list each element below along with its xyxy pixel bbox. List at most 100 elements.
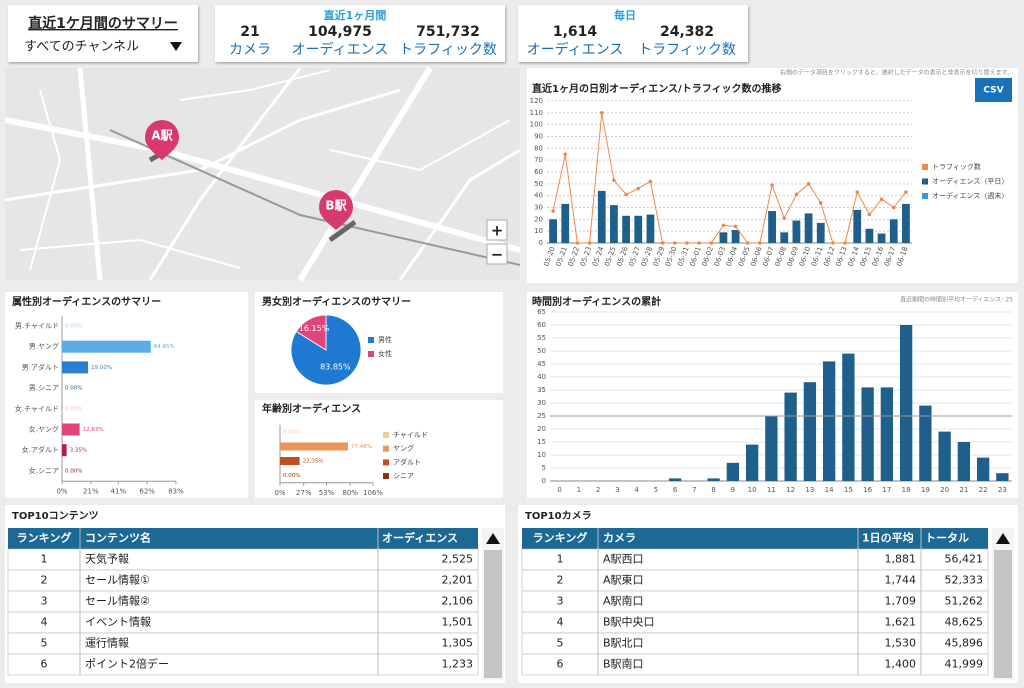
legend-swatch[interactable] (383, 445, 389, 452)
table-cell: 6 (557, 658, 564, 671)
legend-swatch[interactable] (383, 473, 389, 480)
line-point (794, 192, 799, 197)
legend-label[interactable]: ヤング (393, 444, 414, 453)
x-tick-label: 4 (634, 486, 639, 494)
value-label: 12.83% (83, 427, 104, 433)
summary-box (215, 5, 505, 62)
map[interactable]: A駅 B駅 + − (4, 66, 521, 282)
line (552, 112, 907, 244)
bar (768, 211, 776, 243)
table-cell: セール情報② (85, 595, 150, 608)
legend-label[interactable]: シニア (393, 472, 414, 480)
scrollbar-thumb[interactable] (994, 550, 1012, 678)
legend-swatch[interactable] (368, 351, 374, 357)
legend-label[interactable]: 男性 (378, 335, 392, 344)
y-tick-label: 110 (530, 109, 543, 117)
line-point (575, 241, 580, 245)
table-row (7, 569, 479, 592)
value-label: 0.00% (65, 386, 82, 392)
line-point (879, 197, 884, 202)
x-tick-label: 62% (139, 487, 155, 495)
column-header: トータル (925, 532, 969, 545)
line-point (818, 200, 823, 205)
x-tick-label: 8 (711, 486, 715, 494)
x-tick-label: 106% (363, 489, 383, 497)
scrollbar-thumb[interactable] (484, 550, 502, 678)
pie-slice (290, 314, 362, 386)
table-cell: 52,333 (945, 574, 984, 587)
summary-value: 24,382 (660, 24, 714, 40)
bar (877, 233, 886, 243)
x-tick-label: 2 (596, 486, 600, 494)
line-point (624, 192, 628, 197)
y-tick-label: 65 (537, 308, 546, 316)
scroll-up-arrow[interactable] (996, 533, 1010, 544)
table-cell: 1,744 (885, 574, 917, 587)
line-point (843, 241, 847, 245)
legend-label[interactable]: オーディエンス（平日） (932, 177, 1008, 186)
bar (865, 228, 874, 243)
summary-heading: 毎日 (614, 8, 636, 22)
table-cell: A駅西口 (603, 553, 644, 566)
table-cell: 1,530 (885, 637, 917, 650)
summary-label: カメラ (229, 42, 271, 58)
table-cell: B駅北口 (603, 637, 644, 650)
zoom-in-button[interactable] (486, 219, 508, 241)
legend-swatch[interactable] (922, 178, 928, 185)
x-tick-label: 80% (342, 489, 358, 497)
line-point (904, 190, 908, 194)
value-label: 16.15% (299, 324, 330, 333)
bar (597, 190, 606, 243)
reference-label: 直近期間の時間別平均オーディエンス: 25 (900, 296, 1013, 304)
legend-swatch[interactable] (368, 337, 374, 343)
y-tick-label: 10 (534, 227, 543, 235)
line-point (599, 111, 604, 115)
x-tick-label: 18 (902, 486, 911, 494)
legend-swatch[interactable] (383, 459, 389, 466)
y-tick-label: 45 (537, 360, 546, 368)
line-point (709, 241, 714, 245)
legend-label[interactable]: トラフィック数 (932, 162, 981, 171)
x-tick-label: 7 (692, 486, 696, 494)
summary-label: トラフィック数 (399, 42, 497, 58)
table-row (521, 590, 989, 613)
line-point (636, 186, 641, 191)
table-row (7, 632, 479, 655)
y-tick-label: 男.チャイルド (15, 322, 59, 330)
csv-button[interactable] (975, 78, 1012, 102)
y-tick-label: 100 (530, 121, 543, 129)
legend-label[interactable]: アダルト (393, 457, 421, 466)
bar (822, 361, 836, 481)
line-point (733, 224, 738, 229)
legend-swatch[interactable] (922, 164, 928, 170)
map-marker[interactable] (145, 120, 179, 160)
legend-label[interactable]: チャイルド (393, 431, 428, 439)
table-cell: ポイント2倍デー (85, 657, 169, 671)
bar (919, 405, 932, 481)
dropdown-arrow[interactable] (170, 42, 182, 51)
bar (726, 462, 740, 481)
legend-label[interactable]: 女性 (378, 349, 392, 358)
csv-button-label: CSV (983, 86, 1003, 96)
channel-select[interactable]: すべてのチャンネル (24, 40, 139, 55)
table-cell: 1,400 (885, 658, 917, 671)
y-tick-label: 0 (539, 239, 543, 247)
map-marker[interactable] (319, 190, 353, 230)
y-tick-label: 20 (537, 425, 546, 433)
legend-label[interactable]: オーディエンス（週末） (932, 191, 1008, 200)
legend-swatch[interactable] (922, 193, 928, 199)
value-label: 77.48% (351, 444, 372, 450)
x-tick-label: 0% (56, 487, 67, 495)
legend-swatch[interactable] (383, 432, 389, 438)
x-tick-label: 53% (319, 489, 335, 497)
bar (902, 203, 910, 243)
table-cell: 3 (557, 595, 564, 608)
zoom-out-button[interactable] (486, 243, 508, 265)
scroll-up-arrow[interactable] (486, 533, 500, 544)
table-cell: B駅南口 (603, 658, 644, 671)
value-label: 22.35% (303, 459, 324, 465)
line-point (551, 209, 555, 213)
line-point (831, 241, 835, 245)
chart-note: 右側のデータ項目をクリックすると、選択したデータの表示と非表示を切り替えます。 (780, 69, 1013, 77)
bar (784, 392, 797, 481)
